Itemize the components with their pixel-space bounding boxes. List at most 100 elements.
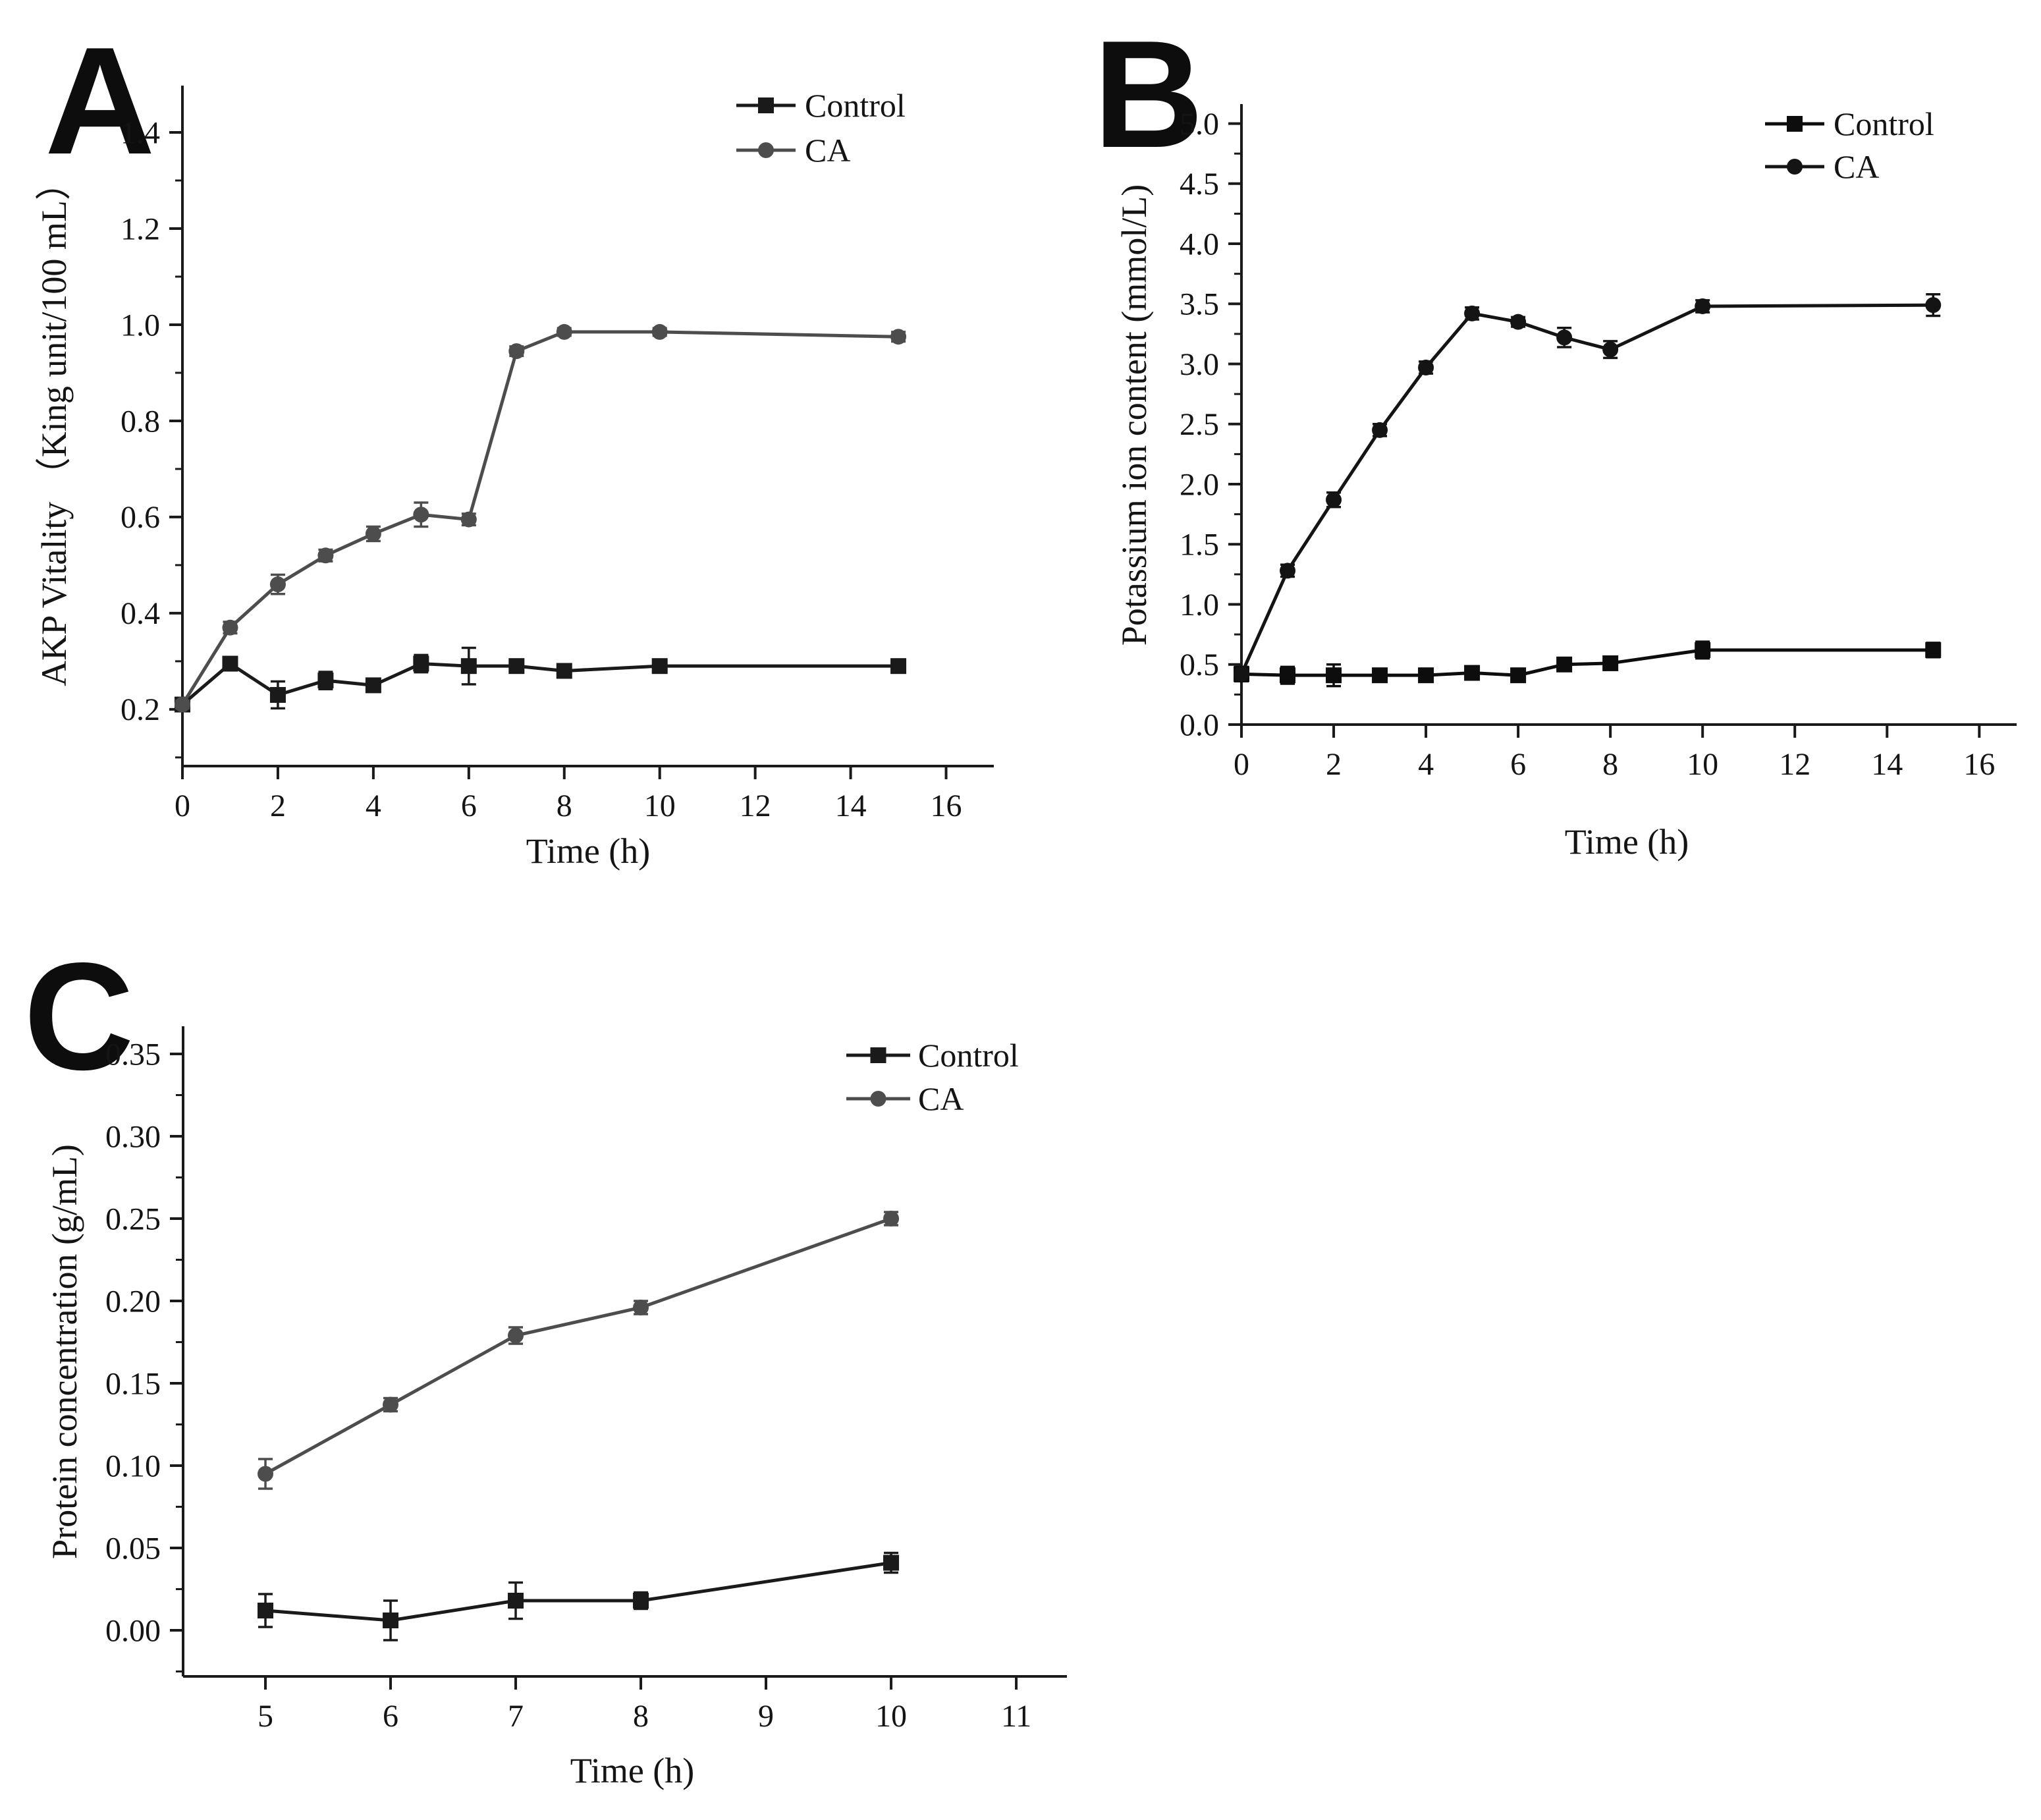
data-point-control bbox=[883, 1555, 900, 1571]
x-tick-label: 6 bbox=[1510, 747, 1526, 782]
data-point-ca bbox=[413, 507, 429, 523]
data-point-ca bbox=[1372, 422, 1388, 438]
data-point-control bbox=[1510, 667, 1527, 684]
x-axis-title: Time (h) bbox=[1565, 822, 1689, 862]
x-tick-label: 10 bbox=[644, 788, 676, 823]
x-tick-label: 14 bbox=[1871, 747, 1903, 782]
x-tick-label: 11 bbox=[1001, 1699, 1031, 1734]
data-point-ca bbox=[460, 511, 477, 528]
data-point-ca bbox=[883, 1211, 900, 1227]
legend-label: Control bbox=[918, 1037, 1019, 1074]
y-tick-label: 2.0 bbox=[1180, 467, 1219, 502]
y-tick-label: 1.4 bbox=[121, 115, 160, 150]
x-tick-label: 14 bbox=[835, 788, 867, 823]
series-line-control bbox=[1241, 648, 1934, 677]
x-tick-label: 6 bbox=[461, 788, 477, 823]
series-line-ca bbox=[180, 330, 899, 705]
x-tick-label: 4 bbox=[366, 788, 381, 823]
data-point-ca bbox=[1326, 491, 1342, 508]
data-point-ca bbox=[508, 343, 525, 360]
data-point-ca bbox=[258, 1466, 274, 1482]
x-axis-title: Time (h) bbox=[570, 1751, 695, 1790]
legend-label: CA bbox=[1834, 148, 1879, 185]
data-point-ca bbox=[1418, 360, 1434, 376]
y-tick-label: 3.5 bbox=[1180, 287, 1219, 322]
x-tick-label: 6 bbox=[383, 1699, 398, 1734]
data-point-ca bbox=[175, 696, 190, 713]
data-point-control bbox=[508, 1593, 524, 1609]
x-axis-title: Time (h) bbox=[526, 831, 651, 871]
y-tick-label: 1.0 bbox=[1180, 588, 1219, 622]
series-line-ca bbox=[1239, 303, 1934, 675]
y-tick-label: 4.0 bbox=[1180, 227, 1219, 262]
x-tick-label: 12 bbox=[740, 788, 771, 823]
x-tick-label: 8 bbox=[557, 788, 572, 823]
data-point-control bbox=[1695, 642, 1711, 658]
y-tick-label: 0.25 bbox=[105, 1201, 161, 1236]
panel-a-label: A bbox=[45, 16, 155, 186]
data-point-control bbox=[556, 663, 572, 679]
x-tick-label: 0 bbox=[1234, 747, 1249, 782]
data-point-ca bbox=[1464, 305, 1481, 321]
y-tick-label: 1.0 bbox=[121, 308, 160, 343]
data-point-control bbox=[460, 658, 477, 675]
y-tick-label: 0.15 bbox=[105, 1366, 161, 1401]
legend-marker bbox=[1787, 159, 1803, 175]
x-tick-label: 4 bbox=[1418, 747, 1434, 782]
y-tick-label: 0.05 bbox=[105, 1531, 161, 1566]
y-tick-label: 0.2 bbox=[121, 692, 160, 727]
y-tick-label: 0.00 bbox=[105, 1613, 161, 1648]
legend-label: CA bbox=[918, 1080, 964, 1117]
data-point-control bbox=[1925, 642, 1942, 658]
legend-marker bbox=[870, 1091, 886, 1107]
x-tick-label: 5 bbox=[258, 1699, 273, 1734]
y-tick-label: 2.5 bbox=[1180, 407, 1219, 442]
data-point-control bbox=[317, 673, 334, 689]
data-point-control bbox=[269, 686, 286, 703]
data-point-control bbox=[508, 658, 525, 675]
data-point-control bbox=[222, 655, 238, 672]
data-point-ca bbox=[222, 619, 238, 636]
data-point-control bbox=[1602, 655, 1619, 671]
legend-label: Control bbox=[805, 87, 906, 124]
data-point-control bbox=[383, 1613, 399, 1628]
y-tick-label: 1.2 bbox=[121, 211, 160, 246]
data-point-ca bbox=[365, 526, 381, 542]
y-tick-label: 1.5 bbox=[1180, 528, 1219, 563]
data-point-control bbox=[1372, 667, 1388, 684]
data-point-ca bbox=[1695, 298, 1711, 314]
data-point-control bbox=[1326, 667, 1342, 684]
series-line-control bbox=[181, 661, 899, 706]
y-axis-title: Protein concentration (g/mL) bbox=[45, 1144, 84, 1559]
data-point-ca bbox=[1602, 341, 1619, 358]
x-tick-label: 0 bbox=[175, 788, 190, 823]
data-point-control bbox=[1464, 665, 1481, 681]
data-point-control bbox=[890, 658, 907, 675]
data-point-control bbox=[413, 655, 429, 672]
data-point-ca bbox=[890, 329, 907, 345]
panel-a-chart: 0 2 4 6 8 10 12 14 16 0.2 0.4 0.6 0.8 1.0 1.2 1.4 Contro… bbox=[34, 86, 994, 871]
data-point-ca bbox=[556, 323, 572, 340]
data-point-control bbox=[1418, 667, 1434, 684]
y-tick-label: 5.0 bbox=[1180, 107, 1219, 142]
y-axis-title: Potassium ion content (mmol/L) bbox=[1114, 184, 1154, 646]
x-tick-label: 12 bbox=[1779, 747, 1810, 782]
legend-label: Control bbox=[1834, 105, 1934, 142]
series-line-ca bbox=[264, 1217, 892, 1475]
x-tick-label: 10 bbox=[1687, 747, 1718, 782]
legend-marker bbox=[870, 1047, 886, 1063]
data-point-ca bbox=[317, 547, 334, 564]
data-point-ca bbox=[1556, 329, 1573, 346]
legend-marker bbox=[758, 142, 774, 158]
y-tick-label: 3.0 bbox=[1180, 347, 1219, 382]
y-tick-label: 4.5 bbox=[1180, 167, 1219, 202]
legend-label: CA bbox=[805, 132, 850, 169]
x-tick-label: 2 bbox=[270, 788, 286, 823]
y-tick-label: 0.4 bbox=[121, 596, 160, 631]
data-point-ca bbox=[633, 1300, 649, 1315]
series-line-control bbox=[265, 1561, 892, 1622]
x-tick-label: 9 bbox=[758, 1699, 774, 1734]
y-tick-label: 0.10 bbox=[105, 1448, 161, 1483]
x-tick-label: 8 bbox=[633, 1699, 649, 1734]
